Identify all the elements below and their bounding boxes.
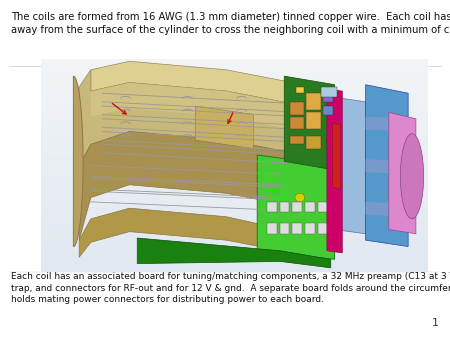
Text: Each coil has an associated board for tuning/matching components, a 32 MHz pream: Each coil has an associated board for tu…: [11, 272, 450, 304]
Polygon shape: [79, 208, 304, 257]
Bar: [290, 102, 304, 115]
Ellipse shape: [295, 193, 305, 202]
Bar: [267, 223, 277, 234]
Polygon shape: [73, 76, 83, 246]
Bar: [305, 202, 315, 213]
Bar: [279, 202, 289, 213]
Polygon shape: [79, 131, 304, 240]
Polygon shape: [284, 76, 335, 170]
Polygon shape: [365, 117, 408, 131]
Polygon shape: [304, 85, 335, 240]
Bar: [292, 202, 302, 213]
Bar: [306, 93, 321, 110]
Bar: [279, 223, 289, 234]
Bar: [305, 223, 315, 234]
Bar: [318, 223, 328, 234]
Polygon shape: [79, 70, 304, 166]
Polygon shape: [333, 123, 341, 189]
Polygon shape: [195, 106, 253, 149]
Bar: [306, 113, 321, 129]
Polygon shape: [137, 238, 331, 268]
Bar: [323, 106, 333, 115]
Bar: [321, 87, 337, 97]
Polygon shape: [257, 155, 335, 259]
Bar: [306, 136, 321, 149]
Polygon shape: [389, 112, 416, 234]
Bar: [267, 202, 277, 213]
Text: The coils are formed from 16 AWG (1.3 mm diameter) tinned copper wire.  Each coi: The coils are formed from 16 AWG (1.3 mm…: [11, 12, 450, 35]
Polygon shape: [335, 97, 365, 234]
Polygon shape: [91, 82, 304, 131]
Polygon shape: [365, 85, 408, 246]
Polygon shape: [91, 61, 304, 106]
Bar: [290, 136, 304, 144]
Bar: [290, 117, 304, 129]
Text: 1: 1: [432, 318, 439, 328]
Bar: [296, 87, 304, 93]
Polygon shape: [365, 202, 408, 217]
Bar: [292, 223, 302, 234]
Bar: [323, 91, 333, 102]
Bar: [318, 202, 328, 213]
Polygon shape: [365, 159, 408, 174]
Polygon shape: [327, 89, 342, 253]
Ellipse shape: [400, 134, 423, 219]
